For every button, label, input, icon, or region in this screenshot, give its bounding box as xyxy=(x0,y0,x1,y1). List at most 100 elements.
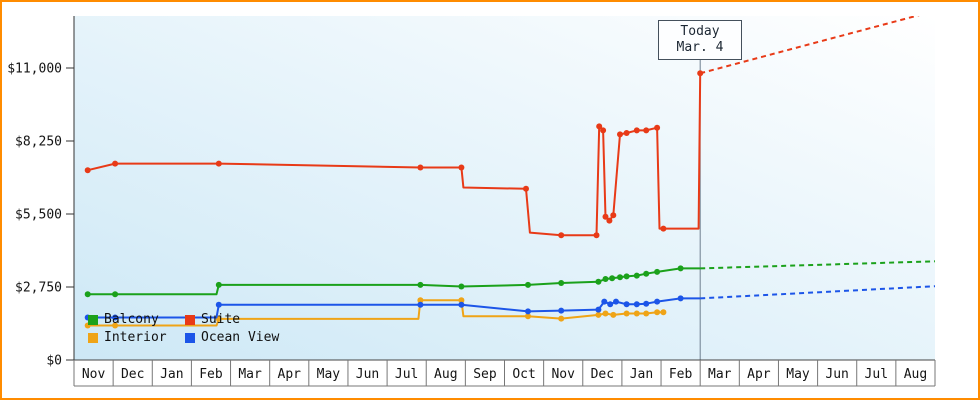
data-point-ocean-view[interactable] xyxy=(215,301,222,308)
x-axis-month-label: Apr xyxy=(278,367,302,382)
data-point-balcony[interactable] xyxy=(112,291,119,298)
data-point-interior[interactable] xyxy=(458,297,465,304)
data-point-suite[interactable] xyxy=(697,70,704,77)
data-point-interior[interactable] xyxy=(112,322,119,329)
data-point-balcony[interactable] xyxy=(677,265,684,272)
data-point-ocean-view[interactable] xyxy=(458,301,465,308)
x-axis-month-label: Oct xyxy=(512,367,535,382)
data-point-ocean-view[interactable] xyxy=(525,308,531,315)
data-point-balcony[interactable] xyxy=(558,280,565,286)
data-point-suite[interactable] xyxy=(660,225,667,232)
data-point-interior[interactable] xyxy=(417,297,424,304)
data-point-interior[interactable] xyxy=(525,313,531,320)
today-date: Mar. 4 xyxy=(676,40,724,55)
x-axis-month-label: Dec xyxy=(591,367,614,382)
data-point-ocean-view[interactable] xyxy=(643,300,650,307)
data-point-interior[interactable] xyxy=(595,311,602,318)
forecast-line-ocean-view xyxy=(700,285,935,300)
x-axis-month-label: Jan xyxy=(160,367,183,382)
data-point-suite[interactable] xyxy=(417,164,424,171)
data-point-ocean-view[interactable] xyxy=(633,301,640,308)
price-line-suite xyxy=(87,73,702,237)
data-point-balcony[interactable] xyxy=(623,273,630,280)
data-point-suite[interactable] xyxy=(84,167,91,174)
x-axis-month-label: Jan xyxy=(630,367,653,382)
data-point-interior[interactable] xyxy=(602,310,609,317)
data-point-suite[interactable] xyxy=(654,124,661,131)
data-point-ocean-view[interactable] xyxy=(417,301,424,308)
data-point-balcony[interactable] xyxy=(609,275,616,282)
y-axis-label: $0 xyxy=(46,354,62,369)
data-point-balcony[interactable] xyxy=(602,276,609,282)
data-point-ocean-view[interactable] xyxy=(623,301,630,308)
data-point-balcony[interactable] xyxy=(458,283,465,290)
x-axis-month-label: Feb xyxy=(199,367,223,382)
data-point-interior[interactable] xyxy=(660,309,667,316)
data-point-suite[interactable] xyxy=(558,232,565,239)
data-point-suite[interactable] xyxy=(596,123,603,130)
x-axis-month-label: Nov xyxy=(551,367,575,382)
x-axis-month-label: Jul xyxy=(395,367,418,382)
x-axis-month-label: Apr xyxy=(747,367,771,382)
data-point-suite[interactable] xyxy=(643,127,650,134)
forecast-line-suite xyxy=(699,16,920,75)
data-point-interior[interactable] xyxy=(643,310,650,317)
series-layer xyxy=(84,16,935,329)
data-point-suite[interactable] xyxy=(617,131,623,138)
data-point-suite[interactable] xyxy=(523,185,529,192)
data-point-suite[interactable] xyxy=(633,127,640,134)
x-axis-month-label: Nov xyxy=(82,367,106,382)
data-point-suite[interactable] xyxy=(602,213,609,220)
x-axis-month-label: Jun xyxy=(356,367,379,382)
data-point-interior[interactable] xyxy=(654,309,661,316)
x-axis-month-label: Sep xyxy=(473,367,497,382)
x-axis-month-label: May xyxy=(317,367,341,382)
data-point-interior[interactable] xyxy=(610,311,617,318)
data-point-ocean-view[interactable] xyxy=(677,295,684,302)
data-point-suite[interactable] xyxy=(458,164,465,171)
today-label: Today xyxy=(680,24,720,39)
data-point-ocean-view[interactable] xyxy=(558,307,565,314)
data-point-suite[interactable] xyxy=(215,160,222,167)
forecast-line-balcony xyxy=(700,260,935,270)
y-axis-label: $8,250 xyxy=(15,135,62,150)
data-point-balcony[interactable] xyxy=(84,291,91,298)
data-point-suite[interactable] xyxy=(610,212,617,219)
data-point-balcony[interactable] xyxy=(617,274,623,281)
data-point-ocean-view[interactable] xyxy=(607,301,614,308)
x-axis-month-label: Mar xyxy=(708,367,732,382)
data-point-balcony[interactable] xyxy=(643,270,650,277)
data-point-ocean-view[interactable] xyxy=(84,314,91,321)
data-point-balcony[interactable] xyxy=(215,281,222,288)
data-point-suite[interactable] xyxy=(606,217,613,224)
x-axis-month-label: Feb xyxy=(669,367,693,382)
data-point-suite[interactable] xyxy=(623,130,630,136)
data-point-balcony[interactable] xyxy=(633,272,640,279)
data-point-balcony[interactable] xyxy=(595,278,602,285)
data-point-interior[interactable] xyxy=(84,322,91,329)
x-axis-month-label: Mar xyxy=(238,367,262,382)
data-point-suite[interactable] xyxy=(600,127,607,134)
data-point-interior[interactable] xyxy=(633,310,640,317)
y-axis-label: $11,000 xyxy=(7,62,62,77)
data-point-interior[interactable] xyxy=(623,310,630,317)
data-point-ocean-view[interactable] xyxy=(112,314,119,321)
data-point-balcony[interactable] xyxy=(525,281,531,288)
data-point-ocean-view[interactable] xyxy=(601,298,608,305)
data-point-interior[interactable] xyxy=(558,315,565,322)
x-axis-month-label: Dec xyxy=(121,367,144,382)
y-axis-label: $2,750 xyxy=(15,281,62,296)
data-point-ocean-view[interactable] xyxy=(595,306,602,313)
x-axis-month-label: Aug xyxy=(904,367,927,382)
data-point-suite[interactable] xyxy=(112,160,119,167)
data-point-balcony[interactable] xyxy=(654,268,661,275)
data-point-suite[interactable] xyxy=(593,232,600,239)
x-axis-month-label: May xyxy=(786,367,810,382)
data-point-ocean-view[interactable] xyxy=(613,298,619,305)
x-axis-month-label: Aug xyxy=(434,367,457,382)
y-axis-label: $5,500 xyxy=(15,208,62,223)
data-point-balcony[interactable] xyxy=(417,281,424,288)
data-point-ocean-view[interactable] xyxy=(654,298,661,305)
